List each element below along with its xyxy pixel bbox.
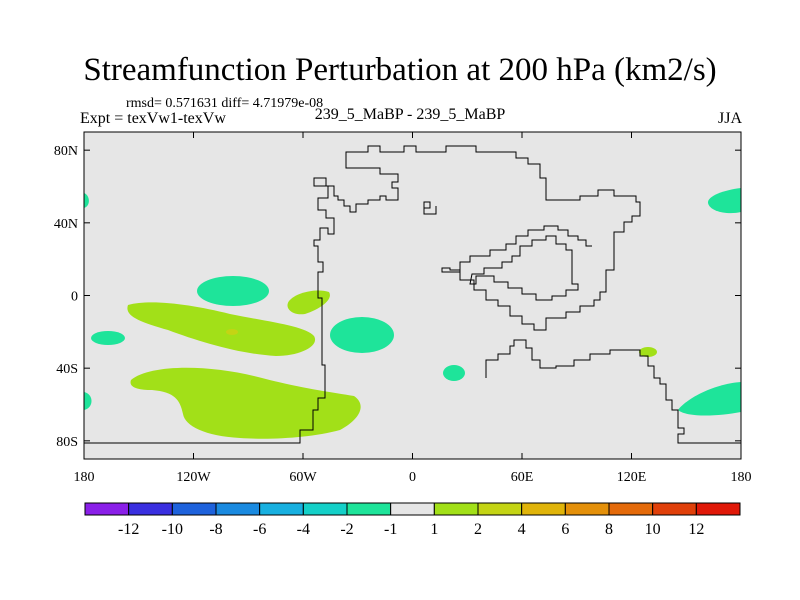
anomaly-negative (330, 317, 394, 353)
colorbar: -12 -10 -8 -6 -4 -2 -1 1 2 4 6 8 10 12 (84, 502, 741, 538)
colorbar-swatch (564, 502, 610, 516)
plot-title: Streamfunction Perturbation at 200 hPa (… (83, 52, 717, 88)
colorbar-swatch (433, 502, 479, 516)
colorbar-swatch (521, 502, 566, 516)
colorbar-swatch (346, 502, 392, 516)
colorbar-swatch (215, 502, 261, 516)
colorbar-swatch (171, 502, 217, 516)
colorbar-label: 8 (605, 521, 613, 538)
y-tick-label: 40S (56, 362, 78, 377)
coastline-outline (84, 145, 741, 444)
colorbar-swatch (652, 502, 697, 516)
x-tick-label: 180 (74, 470, 95, 485)
y-tick-label: 40N (54, 217, 78, 232)
x-tick-label: 120E (617, 470, 647, 485)
y-tick-label: 0 (71, 290, 78, 305)
colorbar-label: 10 (645, 521, 661, 538)
x-tick-label: 60W (289, 470, 317, 485)
colorbar-label: 1 (430, 521, 438, 538)
x-tick-label: 60E (511, 470, 534, 485)
experiment-label: Expt = texVw1-texVw (80, 110, 226, 127)
anomaly-positive (287, 290, 330, 315)
anomaly-positive (127, 302, 316, 356)
x-tick-label: 180 (731, 470, 752, 485)
colorbar-label: 2 (474, 521, 482, 538)
x-axis: 180 120W 60W 0 60E 120E 180 (74, 132, 752, 485)
season-label: JJA (717, 110, 742, 127)
anomaly-negative (84, 392, 92, 410)
anomaly-negative (91, 331, 125, 345)
anomaly-negative (678, 382, 741, 416)
anomaly-negative (707, 188, 741, 214)
stats-text: rmsd= 0.571631 diff= 4.71979e-08 (126, 96, 324, 111)
x-tick-label: 120W (176, 470, 211, 485)
colorbar-swatch (259, 502, 304, 516)
anomaly-positive (130, 367, 361, 439)
colorbar-swatch (608, 502, 654, 516)
x-tick-label: 0 (409, 470, 416, 485)
colorbar-swatch (390, 502, 435, 516)
colorbar-label: -6 (253, 521, 266, 538)
colorbar-swatch (128, 502, 173, 516)
colorbar-swatch (302, 502, 348, 516)
colorbar-swatch (84, 502, 130, 516)
colorbar-label: -8 (209, 521, 222, 538)
anomaly-positive (639, 347, 657, 357)
colorbar-label: 12 (688, 521, 704, 538)
case-label: 239_5_MaBP - 239_5_MaBP (314, 106, 506, 123)
anomaly-negative (197, 276, 269, 306)
anomaly-negative (443, 365, 465, 381)
colorbar-swatch (477, 502, 523, 516)
colorbar-swatch (695, 502, 741, 516)
colorbar-label: -12 (118, 521, 139, 538)
y-axis: 80N 40N 0 40S 80S (54, 144, 741, 450)
colorbar-label: -1 (384, 521, 397, 538)
colorbar-label: 6 (561, 521, 569, 538)
colorbar-label: -10 (162, 521, 183, 538)
colorbar-label: -4 (297, 521, 310, 538)
anomaly-negative (84, 193, 89, 208)
y-tick-label: 80N (54, 144, 78, 159)
anomaly-contours (84, 188, 741, 439)
anomaly-positive-strong (226, 329, 238, 335)
y-tick-label: 80S (56, 435, 78, 450)
colorbar-label: 4 (518, 521, 526, 538)
colorbar-label: -2 (340, 521, 353, 538)
